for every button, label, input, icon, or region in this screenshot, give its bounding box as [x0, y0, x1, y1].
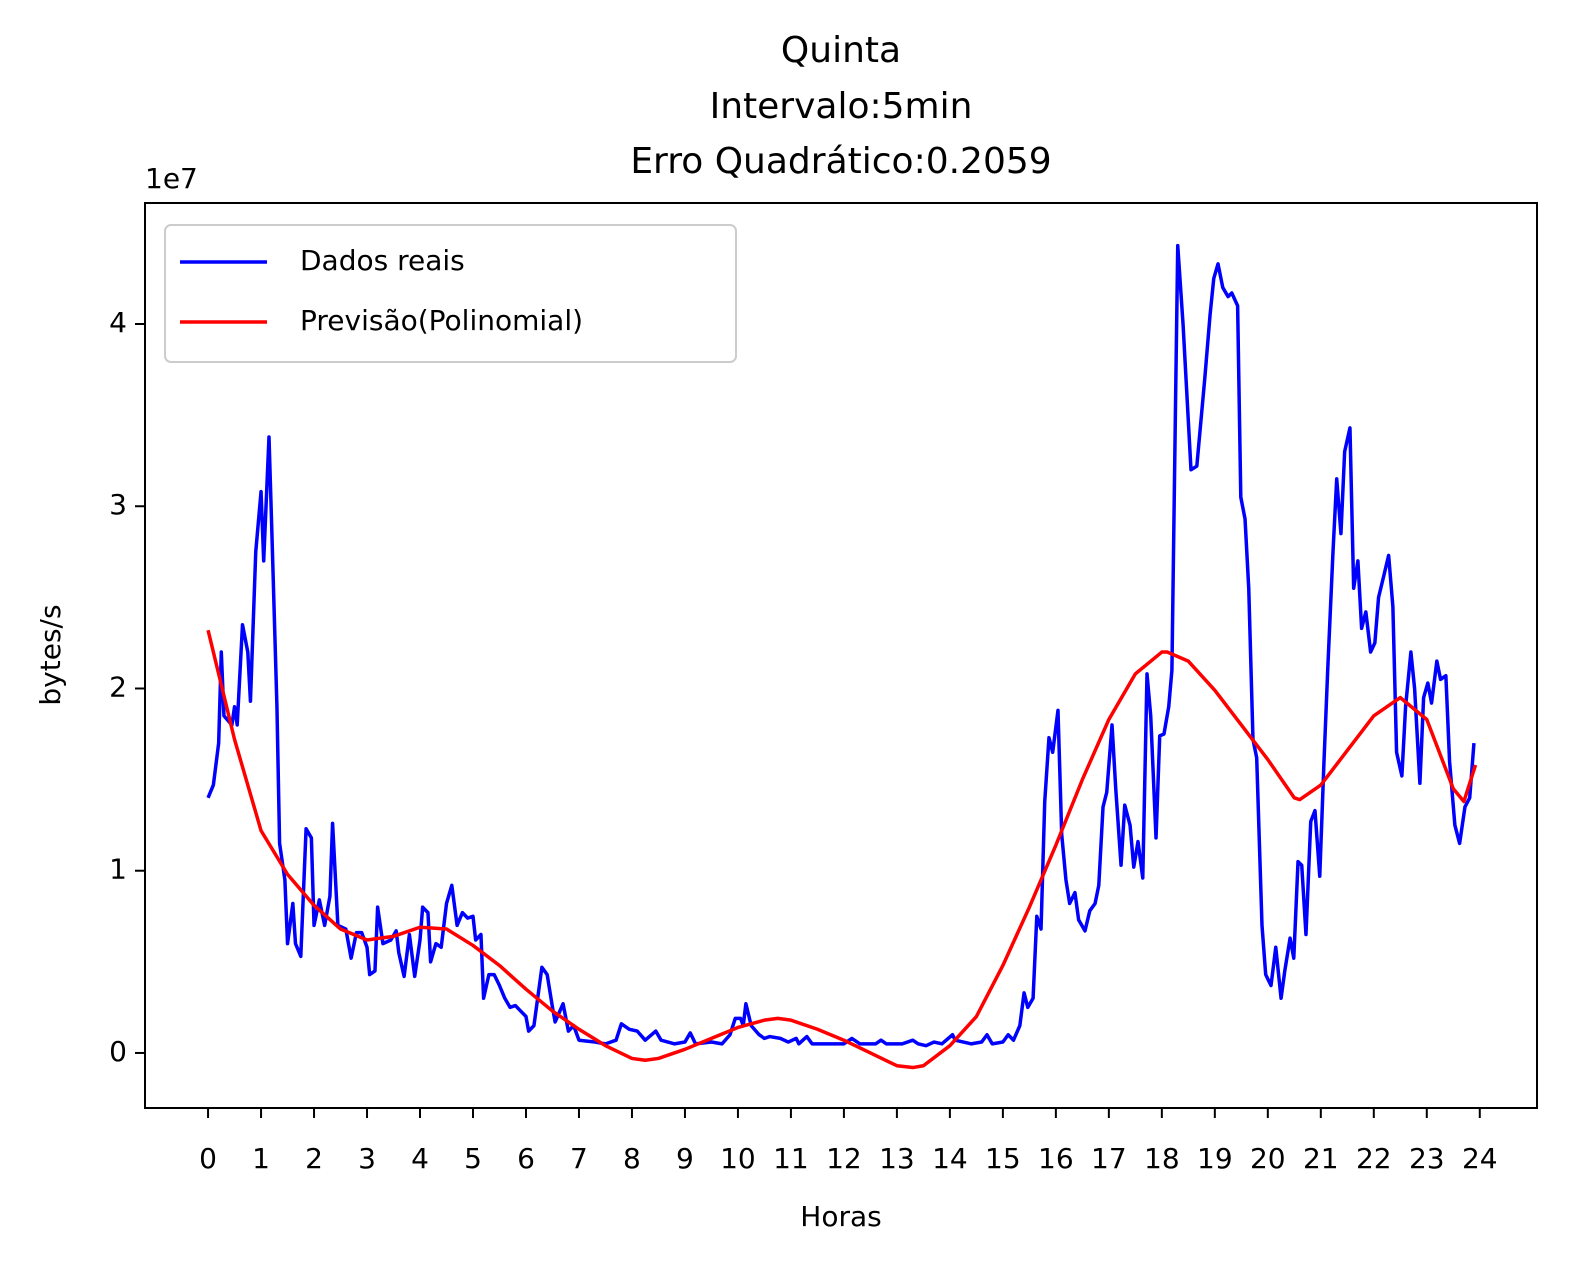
x-tick-label: 16 — [1038, 1142, 1074, 1175]
legend-label: Previsão(Polinomial) — [300, 304, 583, 337]
x-tick-label: 5 — [464, 1142, 482, 1175]
x-tick-label: 3 — [358, 1142, 376, 1175]
y-tick-label: 4 — [109, 306, 127, 339]
data-line — [206, 629, 1478, 1070]
x-tick-label: 2 — [305, 1142, 323, 1175]
chart-title: Erro Quadrático:0.2059 — [630, 141, 1051, 182]
x-tick-label: 19 — [1197, 1142, 1233, 1175]
y-axis-label: bytes/s — [34, 604, 67, 705]
x-tick-label: 6 — [517, 1142, 535, 1175]
legend-box — [164, 224, 737, 363]
chart-title: Quinta — [781, 30, 901, 71]
x-tick-label: 15 — [985, 1142, 1021, 1175]
x-tick-label: 20 — [1250, 1142, 1286, 1175]
y-tick-label: 2 — [109, 670, 127, 703]
x-tick-label: 8 — [623, 1142, 641, 1175]
x-tick-label: 21 — [1303, 1142, 1339, 1175]
x-tick-label: 1 — [252, 1142, 270, 1175]
x-tick-label: 17 — [1091, 1142, 1127, 1175]
x-tick-label: 18 — [1144, 1142, 1180, 1175]
x-axis-label: Horas — [800, 1200, 881, 1233]
x-tick-label: 23 — [1409, 1142, 1445, 1175]
x-tick-label: 11 — [773, 1142, 809, 1175]
y-offset-label: 1e7 — [145, 162, 198, 195]
x-tick-label: 24 — [1462, 1142, 1498, 1175]
x-tick-label: 22 — [1356, 1142, 1392, 1175]
plot-frame — [144, 202, 1538, 1109]
x-tick-label: 9 — [676, 1142, 694, 1175]
y-tick-label: 3 — [109, 488, 127, 521]
x-tick-label: 12 — [826, 1142, 862, 1175]
legend-label: Dados reais — [300, 244, 465, 277]
y-tick-label: 1 — [109, 853, 127, 886]
x-tick-label: 4 — [411, 1142, 429, 1175]
x-tick-label: 0 — [199, 1142, 217, 1175]
x-tick-label: 14 — [932, 1142, 968, 1175]
x-tick-label: 13 — [879, 1142, 915, 1175]
x-tick-label: 7 — [570, 1142, 588, 1175]
chart-title: Intervalo:5min — [710, 86, 973, 127]
y-tick-label: 0 — [109, 1035, 127, 1068]
x-tick-label: 10 — [720, 1142, 756, 1175]
